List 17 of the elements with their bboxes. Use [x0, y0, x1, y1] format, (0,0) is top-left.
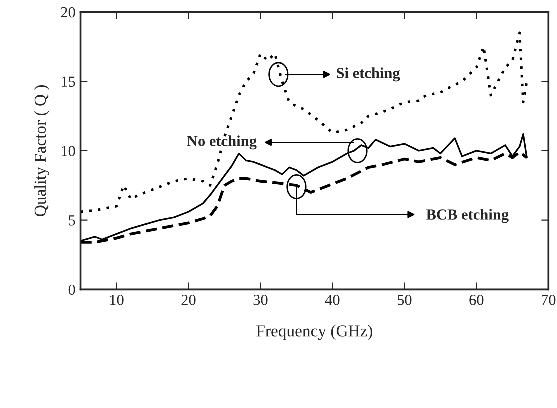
x-tick-label: 50	[398, 294, 412, 306]
annotation: No etching	[187, 136, 257, 150]
annotation: BCB etching	[426, 209, 509, 224]
y-tick-label: 0	[68, 284, 76, 296]
x-tick-label: 40	[325, 294, 340, 306]
x-axis-title: Frequency (GHz)	[256, 325, 373, 340]
x-tick-label: 60	[470, 294, 484, 306]
x-tick-label: 70	[542, 294, 556, 306]
x-tick-label: 20	[182, 294, 196, 306]
y-tick-label: 5	[69, 216, 76, 226]
y-tick-label: 15	[62, 76, 76, 88]
y-axis-title: Quality Factor ( Q )	[34, 86, 50, 216]
y-tick-label: 10	[62, 146, 76, 156]
x-tick-label: 30	[254, 294, 268, 306]
y-tick-label: 20	[61, 7, 76, 18]
x-tick-label: 10	[110, 294, 124, 306]
annotation: Si etching	[337, 68, 400, 82]
